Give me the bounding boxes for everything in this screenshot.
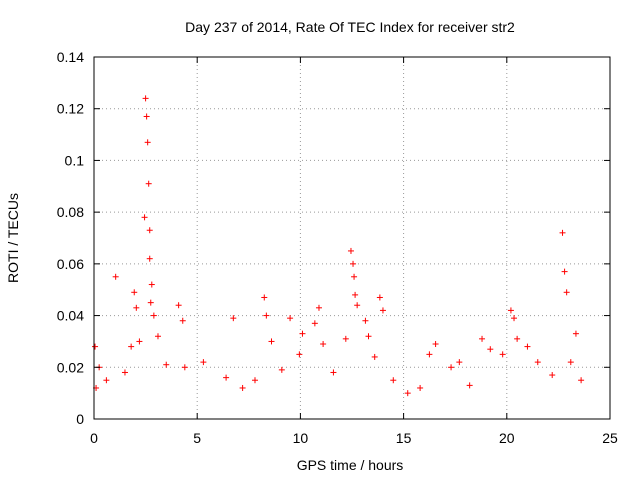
data-point [351, 273, 358, 280]
data-point [311, 320, 318, 327]
data-point [112, 273, 119, 280]
data-point [559, 229, 566, 236]
data-point [315, 304, 322, 311]
y-tick-label: 0.1 [65, 152, 85, 168]
data-point [379, 307, 386, 314]
data-point [239, 384, 246, 391]
data-point [499, 351, 506, 358]
data-point [144, 139, 151, 146]
data-point [147, 299, 154, 306]
data-point [148, 281, 155, 288]
data-point [103, 377, 110, 384]
x-tick-label: 25 [602, 430, 618, 446]
data-point [121, 369, 128, 376]
x-tick-label: 15 [396, 430, 412, 446]
data-point [350, 260, 357, 267]
data-point [131, 289, 138, 296]
data-point [371, 353, 378, 360]
data-point [365, 333, 372, 340]
data-point [352, 291, 359, 298]
data-point [524, 343, 531, 350]
data-point [432, 341, 439, 348]
data-point [466, 382, 473, 389]
data-point [296, 351, 303, 358]
data-point [404, 390, 411, 397]
axis-ticks: 0 5 10 15 20 25 0 0.02 0.04 0.06 0.08 0.1 0.12 0.14 [57, 49, 618, 446]
data-point [200, 359, 207, 366]
data-point [426, 351, 433, 358]
y-tick-label: 0.08 [57, 204, 84, 220]
data-point [507, 307, 514, 314]
data-point [150, 312, 157, 319]
data-points [92, 95, 585, 397]
data-point [230, 315, 237, 322]
data-point [354, 302, 361, 309]
data-point [561, 268, 568, 275]
x-tick-label: 10 [293, 430, 309, 446]
data-point [141, 214, 148, 221]
data-point [330, 369, 337, 376]
data-point [143, 113, 150, 120]
x-tick-label: 20 [499, 430, 515, 446]
y-tick-label: 0.02 [57, 359, 84, 375]
x-tick-label: 5 [193, 430, 201, 446]
data-point [534, 359, 541, 366]
data-point [287, 315, 294, 322]
data-point [376, 294, 383, 301]
data-point [136, 338, 143, 345]
data-point [142, 95, 149, 102]
data-point [347, 247, 354, 254]
data-point [563, 289, 570, 296]
plot-frame [93, 56, 611, 420]
data-point [263, 312, 270, 319]
data-point [154, 333, 161, 340]
data-point [417, 384, 424, 391]
y-tick-label: 0.14 [57, 49, 84, 65]
data-point [92, 343, 99, 350]
data-point [261, 294, 268, 301]
y-tick-label: 0.04 [57, 308, 84, 324]
data-point [268, 338, 275, 345]
data-point [456, 359, 463, 366]
data-point [572, 330, 579, 337]
data-point [390, 377, 397, 384]
data-point [278, 366, 285, 373]
data-point [514, 335, 521, 342]
data-point [146, 227, 153, 234]
x-tick-label: 0 [90, 430, 98, 446]
y-tick-label: 0.12 [57, 101, 84, 117]
data-point [549, 372, 556, 379]
data-point [299, 330, 306, 337]
data-point [511, 315, 518, 322]
data-point [567, 359, 574, 366]
data-point [251, 377, 258, 384]
x-axis-label: GPS time / hours [297, 457, 404, 473]
data-point [223, 374, 230, 381]
y-tick-label: 0.06 [57, 256, 84, 272]
data-point [163, 361, 170, 368]
chart-title: Day 237 of 2014, Rate Of TEC Index for r… [185, 19, 515, 35]
data-point [342, 335, 349, 342]
data-point [578, 377, 585, 384]
grid [94, 57, 610, 419]
data-point [479, 335, 486, 342]
data-point [145, 180, 152, 187]
data-point [181, 364, 188, 371]
y-tick-label: 0 [76, 411, 84, 427]
data-point [487, 346, 494, 353]
y-axis-label: ROTI / TECUs [5, 193, 21, 283]
data-point [320, 341, 327, 348]
data-point [179, 317, 186, 324]
data-point [128, 343, 135, 350]
data-point [362, 317, 369, 324]
data-point [133, 304, 140, 311]
data-point [146, 255, 153, 262]
data-point [448, 364, 455, 371]
data-point [175, 302, 182, 309]
